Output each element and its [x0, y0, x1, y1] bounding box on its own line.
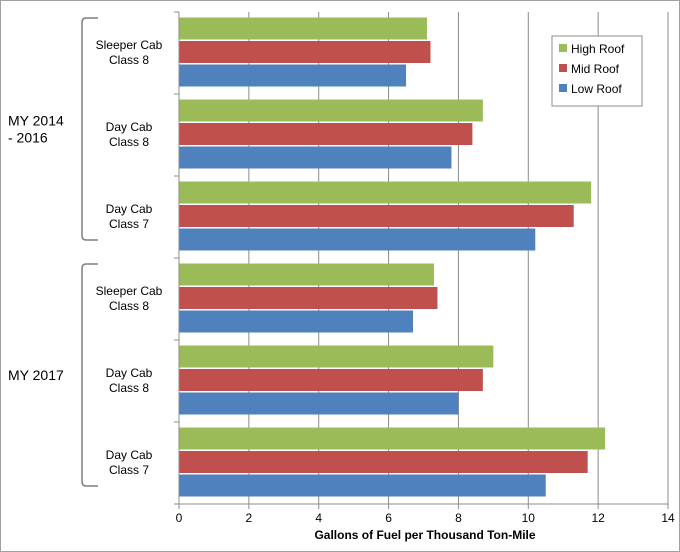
bar-high-roof — [179, 345, 494, 368]
legend-swatch — [559, 84, 567, 92]
category-label: Day Cab Class 7 — [106, 202, 153, 231]
group-brackets — [81, 17, 98, 487]
bar-high-roof — [179, 99, 483, 122]
group-label: MY 2014- 2016 — [8, 113, 64, 146]
bar-mid-roof — [179, 451, 588, 473]
legend-swatch — [559, 44, 567, 52]
category-label: Day Cab Class 8 — [106, 366, 153, 395]
bar-high-roof — [179, 427, 606, 450]
category-labels: Sleeper Cab Class 8 Day Cab Class 8 Day Cab C… — [96, 38, 163, 477]
x-tick-label: 10 — [522, 511, 536, 525]
bar-mid-roof — [179, 287, 438, 309]
bar-mid-roof — [179, 369, 483, 391]
bar-high-roof — [179, 263, 434, 286]
legend-entry: Mid Roof — [571, 62, 620, 76]
x-tick-label: 12 — [591, 511, 605, 525]
bar-low-roof — [179, 64, 407, 87]
bar-high-roof — [179, 181, 592, 204]
legend-swatch — [559, 64, 567, 72]
x-axis-label: Gallons of Fuel per Thousand Ton-Mile — [314, 528, 535, 542]
bar-low-roof — [179, 146, 452, 169]
bar-low-roof — [179, 228, 536, 251]
x-tick-label: 8 — [455, 511, 462, 525]
legend: High Roof Mid Roof Low Roof — [551, 35, 643, 107]
group-bracket — [81, 263, 98, 487]
gridlines — [178, 12, 669, 509]
bar-high-roof — [179, 17, 427, 40]
legend-entry: High Roof — [571, 42, 625, 56]
x-tick-labels: 0 2 4 6 8 10 12 14 — [176, 511, 675, 525]
bar-mid-roof — [179, 123, 473, 145]
axes — [174, 11, 668, 505]
bar-low-roof — [179, 392, 459, 415]
category-label: Day Cab Class 7 — [106, 448, 153, 477]
x-tick-label: 14 — [661, 511, 675, 525]
bar-mid-roof — [179, 41, 431, 63]
group-labels: MY 2014- 2016 MY 2017 — [8, 113, 64, 384]
bar-mid-roof — [179, 205, 574, 227]
bar-low-roof — [179, 474, 546, 497]
bar-low-roof — [179, 310, 414, 333]
group-label: MY 2017 — [8, 367, 64, 383]
category-label: Sleeper Cab Class 8 — [96, 284, 163, 313]
category-label: Sleeper Cab Class 8 — [96, 38, 163, 67]
category-label: Day Cab Class 8 — [106, 120, 153, 149]
group-bracket — [81, 17, 98, 241]
legend-entry: Low Roof — [571, 82, 622, 96]
x-tick-label: 2 — [246, 511, 253, 525]
x-tick-label: 0 — [176, 511, 183, 525]
bars — [179, 17, 606, 497]
x-tick-label: 6 — [385, 511, 392, 525]
x-tick-label: 4 — [315, 511, 322, 525]
